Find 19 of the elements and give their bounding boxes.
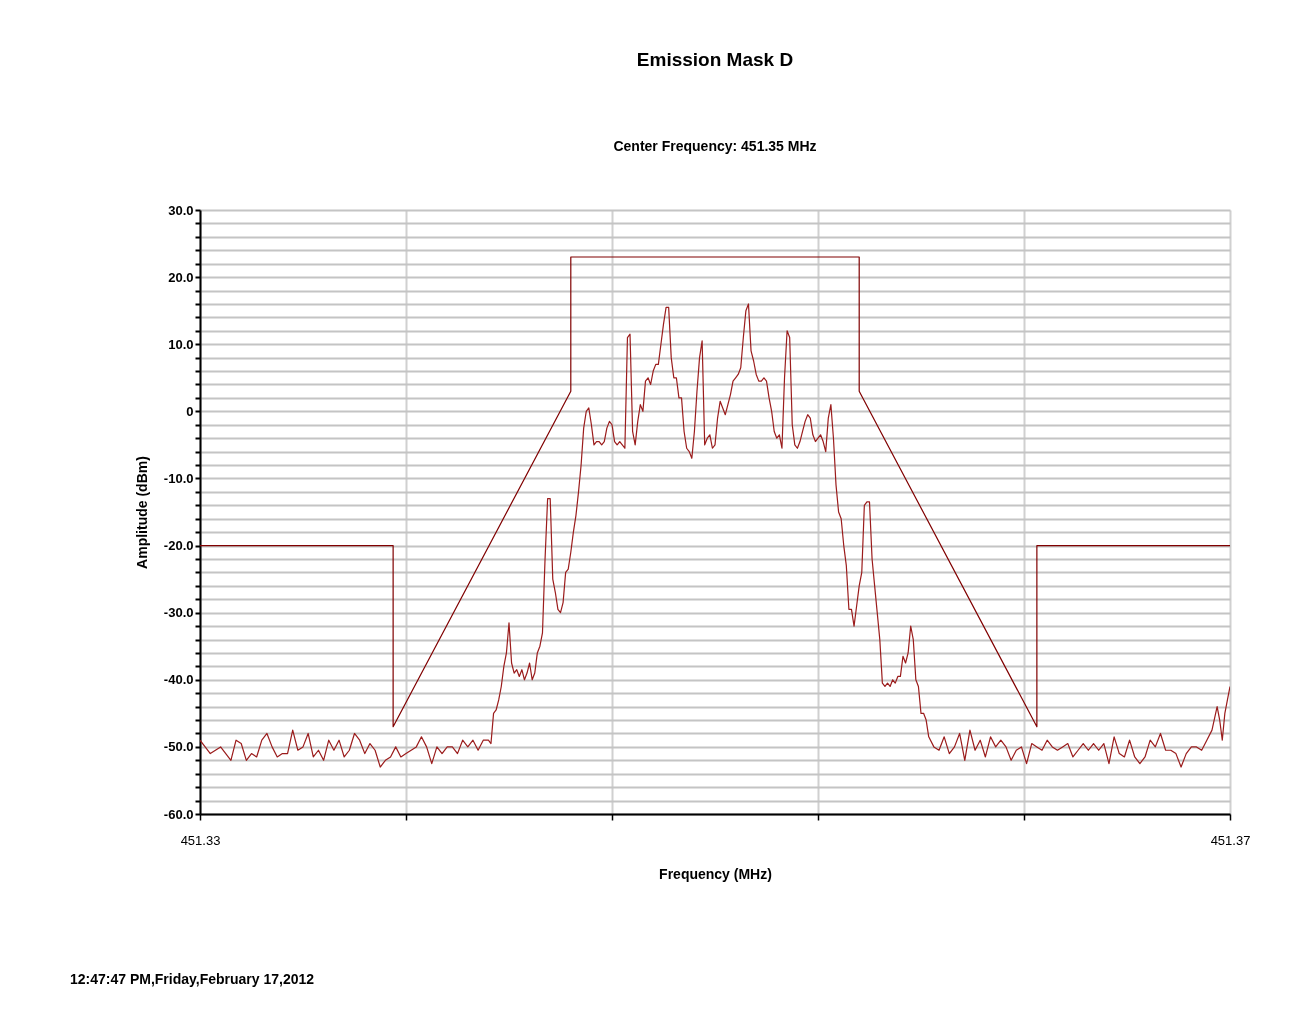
y-tick-label: -10.0 <box>163 470 194 486</box>
text: 12:47:47 PM,Friday,February 17,2012 <box>70 971 315 987</box>
line-series <box>200 303 1230 768</box>
y-tick-label: 10.0 <box>168 336 194 352</box>
y-tick-label: -30.0 <box>163 605 194 621</box>
y-tick-label: -40.0 <box>163 672 194 688</box>
chart-subtitle: Center Frequency: 451.35 MHz <box>613 138 817 154</box>
x-axis-title: Frequency (MHz) <box>659 865 772 882</box>
line-series <box>200 256 1230 728</box>
y-tick-label: -20.0 <box>163 538 194 554</box>
y-tick-label: -50.0 <box>163 739 194 755</box>
y-tick-label: 20.0 <box>168 269 194 285</box>
x-tick-label: 451.37 <box>1210 832 1251 848</box>
y-axis-title: Amplitude (dBm) <box>133 456 150 569</box>
y-tick-label: 30.0 <box>168 202 194 218</box>
y-tick-label: -60.0 <box>163 806 194 822</box>
x-tick-label: 451.33 <box>180 832 221 848</box>
chart-title: Emission Mask D <box>636 49 794 70</box>
y-tick-label: 0 <box>186 403 194 419</box>
